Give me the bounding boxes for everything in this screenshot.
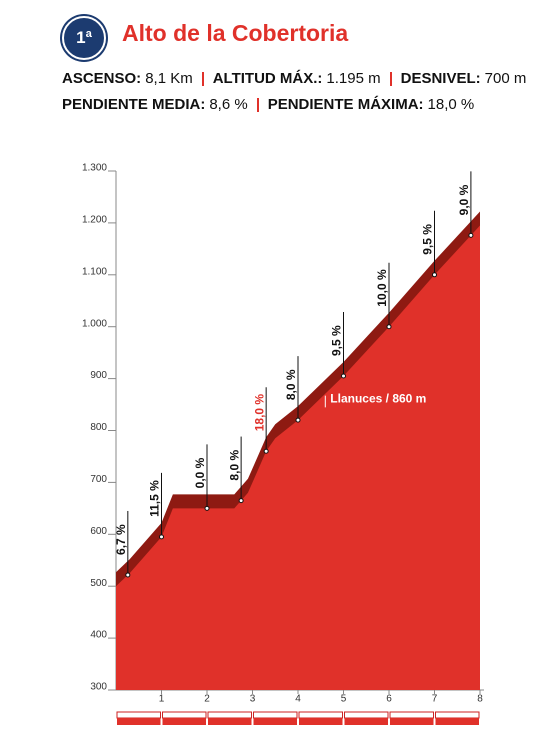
strip-bottom <box>390 718 434 725</box>
gradient-dot <box>432 272 437 278</box>
gradient-label: 6,7 % <box>114 524 128 555</box>
strip-bottom <box>162 718 206 725</box>
stats-row: PENDIENTE MEDIA: 8,6 % PENDIENTE MÁXIMA: 18… <box>62 96 474 113</box>
strip-bottom <box>253 718 297 725</box>
title: Alto de la Cobertoria <box>122 20 349 46</box>
stat-label: DESNIVEL: <box>400 70 481 87</box>
strip-top <box>116 711 161 719</box>
stat-label: ASCENSO: <box>62 70 142 87</box>
strip-top <box>344 711 389 719</box>
gradient-dot <box>159 534 164 540</box>
y-tick-label: 700 <box>90 474 107 485</box>
strip-bottom <box>344 718 388 725</box>
strip-top <box>298 711 343 719</box>
strip-top <box>207 711 252 719</box>
y-tick-label: 1.100 <box>82 266 107 277</box>
stat-value: 8,1 Km <box>145 70 193 87</box>
gradient-dot <box>468 232 474 238</box>
strip-top <box>435 711 480 719</box>
gradient-label: 11,5 % <box>148 480 162 517</box>
gradient-label: 18,0 % <box>252 394 266 432</box>
gradient-label: 8,0 % <box>227 450 241 481</box>
stat-value: 700 m <box>484 70 527 87</box>
gradient-dot <box>263 448 269 454</box>
gradient-dot <box>386 324 392 330</box>
annotation: Llanuces / 860 m <box>330 392 426 406</box>
y-tick-label: 900 <box>90 370 107 381</box>
gradient-dot <box>238 498 244 504</box>
strip-top <box>389 711 434 719</box>
x-tick-label: 2 <box>204 694 210 705</box>
gradient-label: 9,5 % <box>421 224 435 255</box>
y-tick-label: 300 <box>90 682 107 693</box>
strip-top <box>162 711 207 719</box>
stat-value: 8,6 % <box>209 96 248 113</box>
stat-value: 1.195 m <box>326 70 381 87</box>
strip-top <box>253 711 298 719</box>
x-tick-label: 7 <box>432 694 438 705</box>
strip-bottom <box>299 718 343 725</box>
x-tick-label: 1 <box>159 694 165 705</box>
gradient-dot <box>341 373 346 379</box>
x-tick-label: 4 <box>295 694 301 705</box>
stat-label: PENDIENTE MEDIA: <box>62 96 206 113</box>
y-tick-label: 1.200 <box>82 215 107 226</box>
category-badge: 1ª <box>62 16 106 60</box>
profile-area <box>116 225 480 690</box>
x-tick-label: 6 <box>386 694 392 705</box>
stats-row: ASCENSO: 8,1 Km ALTITUD MÁX.: 1.195 m DESNIV… <box>62 70 526 87</box>
gradient-label: 0,0 % <box>193 457 207 488</box>
y-tick-label: 1.300 <box>82 163 107 174</box>
gradient-label: 10,0 % <box>375 269 389 307</box>
stat-label: PENDIENTE MÁXIMA: <box>267 96 424 113</box>
header: 1ª Alto de la Cobertoria ASCENSO: 8,1 Km A… <box>0 0 560 130</box>
gradient-label: 9,5 % <box>330 325 344 356</box>
y-tick-label: 500 <box>90 578 107 589</box>
strip-bottom <box>435 718 479 725</box>
gradient-label: 8,0 % <box>284 369 298 400</box>
stat-value: 18,0 % <box>427 96 475 113</box>
strip-bottom <box>208 718 252 725</box>
y-tick-label: 1.000 <box>82 318 107 329</box>
gradient-label: 9,0 % <box>457 184 471 215</box>
gradient-dot <box>204 505 210 511</box>
x-tick-label: 5 <box>341 694 347 705</box>
y-tick-label: 600 <box>90 526 107 537</box>
stat-label: ALTITUD MÁX.: <box>212 70 323 87</box>
gradient-dot <box>295 417 301 423</box>
x-tick-label: 8 <box>477 694 483 705</box>
strip-bottom <box>117 718 161 725</box>
x-tick-label: 3 <box>250 694 256 705</box>
gradient-dot <box>125 572 131 578</box>
separator <box>201 71 204 86</box>
separator <box>389 71 392 86</box>
y-tick-label: 800 <box>90 422 107 433</box>
y-tick-label: 400 <box>90 630 107 641</box>
separator <box>256 97 259 112</box>
